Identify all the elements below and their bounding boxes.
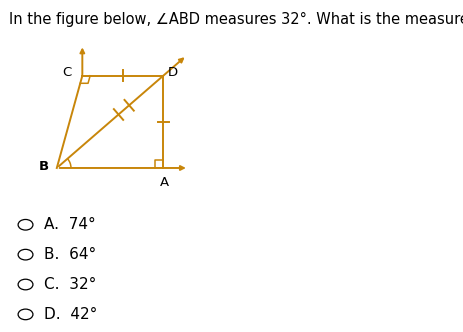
Text: D: D bbox=[168, 66, 178, 79]
Text: C: C bbox=[62, 66, 71, 79]
Text: In the figure below, ∠ABD measures 32°. What is the measure of ∠ABC?: In the figure below, ∠ABD measures 32°. … bbox=[9, 12, 463, 27]
Text: A.  74°: A. 74° bbox=[44, 217, 96, 232]
Text: C.  32°: C. 32° bbox=[44, 277, 96, 292]
Text: B.  64°: B. 64° bbox=[44, 247, 96, 262]
Text: D.  42°: D. 42° bbox=[44, 307, 97, 322]
Text: B: B bbox=[39, 160, 49, 173]
Text: A: A bbox=[160, 176, 169, 189]
